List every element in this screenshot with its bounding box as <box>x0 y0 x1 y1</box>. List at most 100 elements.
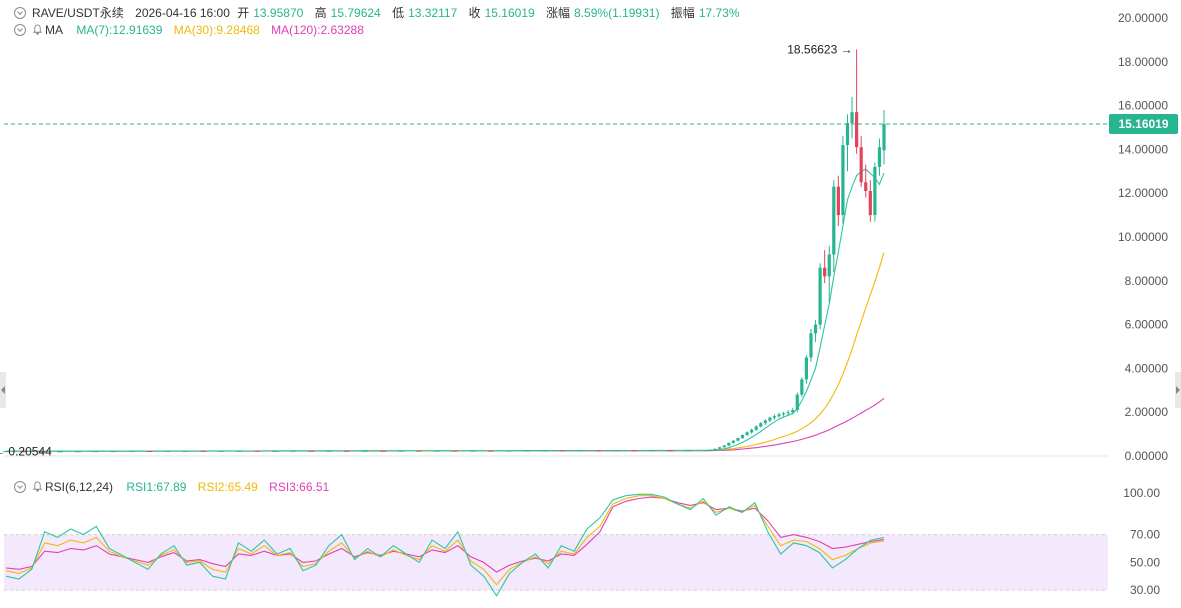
candle-body <box>613 450 620 452</box>
rsi-tick-label: 30.00 <box>1130 583 1160 597</box>
candle-body <box>750 429 754 433</box>
candle-body <box>781 413 786 415</box>
candle-body <box>38 451 45 453</box>
candle-body <box>804 357 809 380</box>
candle-body <box>74 451 81 453</box>
candle-body <box>703 450 709 452</box>
candle-body <box>164 450 171 452</box>
candle-body <box>379 450 386 452</box>
candle-body <box>308 450 315 452</box>
price-tick-label: 10.00000 <box>1118 230 1168 244</box>
candle-body <box>685 450 692 452</box>
candle-body <box>667 450 674 452</box>
candle-datetime: 2026-04-16 16:00 <box>135 6 230 20</box>
candle-body <box>182 450 189 452</box>
candle-body <box>800 379 804 395</box>
candle-body <box>882 123 886 151</box>
close-value: 15.16019 <box>484 6 535 20</box>
candle-body <box>759 423 763 427</box>
candle-body <box>864 182 868 192</box>
candle-body <box>813 324 818 334</box>
candle-body <box>836 186 840 216</box>
candle-body <box>768 417 772 421</box>
rsi1-line <box>5 493 885 597</box>
candle-body <box>523 450 530 452</box>
candle-body <box>505 450 512 452</box>
price-tick-label: 14.00000 <box>1118 142 1168 156</box>
candles <box>3 49 886 453</box>
candle-body <box>595 450 602 452</box>
candle-body <box>631 450 638 452</box>
candle-body <box>487 450 494 452</box>
candle-body <box>745 432 749 435</box>
rsi-band <box>4 534 1108 591</box>
price-tick-label: 4.00000 <box>1125 361 1169 375</box>
min-low-label: ← 0.20544 <box>0 445 52 459</box>
rsi-tick-label: 100.00 <box>1123 486 1160 500</box>
bell-icon[interactable] <box>32 481 43 492</box>
amplitude-value: 17.73% <box>698 6 740 20</box>
price-tick-label: 20.00000 <box>1118 11 1168 25</box>
low-value: 13.32117 <box>408 6 458 20</box>
rsi-band-group <box>4 534 1108 591</box>
candle-body <box>254 450 261 452</box>
candle-body <box>786 412 790 414</box>
ma30-legend: MA(30):9.28468 <box>173 23 260 37</box>
change-value: 8.59%(1.19931) <box>574 6 660 20</box>
price-tick-label: 18.00000 <box>1118 55 1168 69</box>
candle-body <box>110 451 117 453</box>
ma30-line <box>6 252 885 452</box>
candle-body <box>146 450 153 452</box>
scroll-right-arrow[interactable] <box>1175 372 1181 408</box>
collapse-toggle-icon[interactable] <box>14 7 26 19</box>
candle-body <box>827 254 831 277</box>
ma7-legend: MA(7):12.91639 <box>76 23 163 37</box>
candle-body <box>823 267 827 277</box>
candle-body <box>326 450 333 452</box>
scroll-left-arrow[interactable] <box>0 372 6 408</box>
max-high-label: 18.56623 → <box>787 42 852 56</box>
candle-body <box>708 449 713 451</box>
price-axis: 20.00000 18.00000 16.00000 14.00000 12.00000… <box>1118 11 1168 463</box>
candle-body <box>859 147 863 183</box>
candle-body <box>713 448 717 450</box>
candle-body <box>868 191 872 216</box>
ma120-legend: MA(120):2.63288 <box>271 23 364 37</box>
bell-icon[interactable] <box>32 24 43 35</box>
candle-body <box>727 442 731 446</box>
candle-body <box>777 414 781 417</box>
price-tick-label: 0.00000 <box>1125 449 1169 463</box>
candle-body <box>56 451 63 453</box>
candle-body <box>128 450 135 452</box>
candle-body <box>772 416 777 418</box>
pair-name: RAVE/USDT永续 <box>32 6 124 20</box>
candle-body <box>433 450 440 452</box>
candle-body <box>20 451 27 453</box>
candle-body <box>791 410 795 413</box>
rsi-axis: 100.00 70.00 50.00 30.00 <box>1123 486 1160 597</box>
candle-body <box>877 147 882 167</box>
ma-lines <box>6 168 885 452</box>
candle-body <box>818 267 822 325</box>
rsi2-line <box>5 495 885 586</box>
candle-body <box>469 450 476 452</box>
price-tick-label: 6.00000 <box>1125 318 1169 332</box>
rsi-lines <box>5 493 885 597</box>
candle-body <box>541 450 548 452</box>
collapse-toggle-icon[interactable] <box>14 481 26 493</box>
rsi-legend-row: RSI(6,12,24) RSI1:67.89 RSI2:65.49 RSI3:… <box>14 480 337 494</box>
rsi3-line <box>5 496 885 573</box>
price-tick-label: 12.00000 <box>1118 186 1168 200</box>
candle-body <box>754 426 758 430</box>
candle-body <box>731 440 735 443</box>
candle-body <box>397 450 404 452</box>
candle-body <box>361 450 368 452</box>
candle-body <box>559 450 566 452</box>
current-price-label: 15.16019 <box>1118 117 1168 131</box>
candle-body <box>809 333 813 358</box>
candle-body <box>415 450 422 452</box>
collapse-toggle-icon[interactable] <box>14 24 26 36</box>
candle-body <box>577 450 584 452</box>
rsi2-legend: RSI2:65.49 <box>197 480 258 494</box>
candle-body <box>763 420 767 424</box>
